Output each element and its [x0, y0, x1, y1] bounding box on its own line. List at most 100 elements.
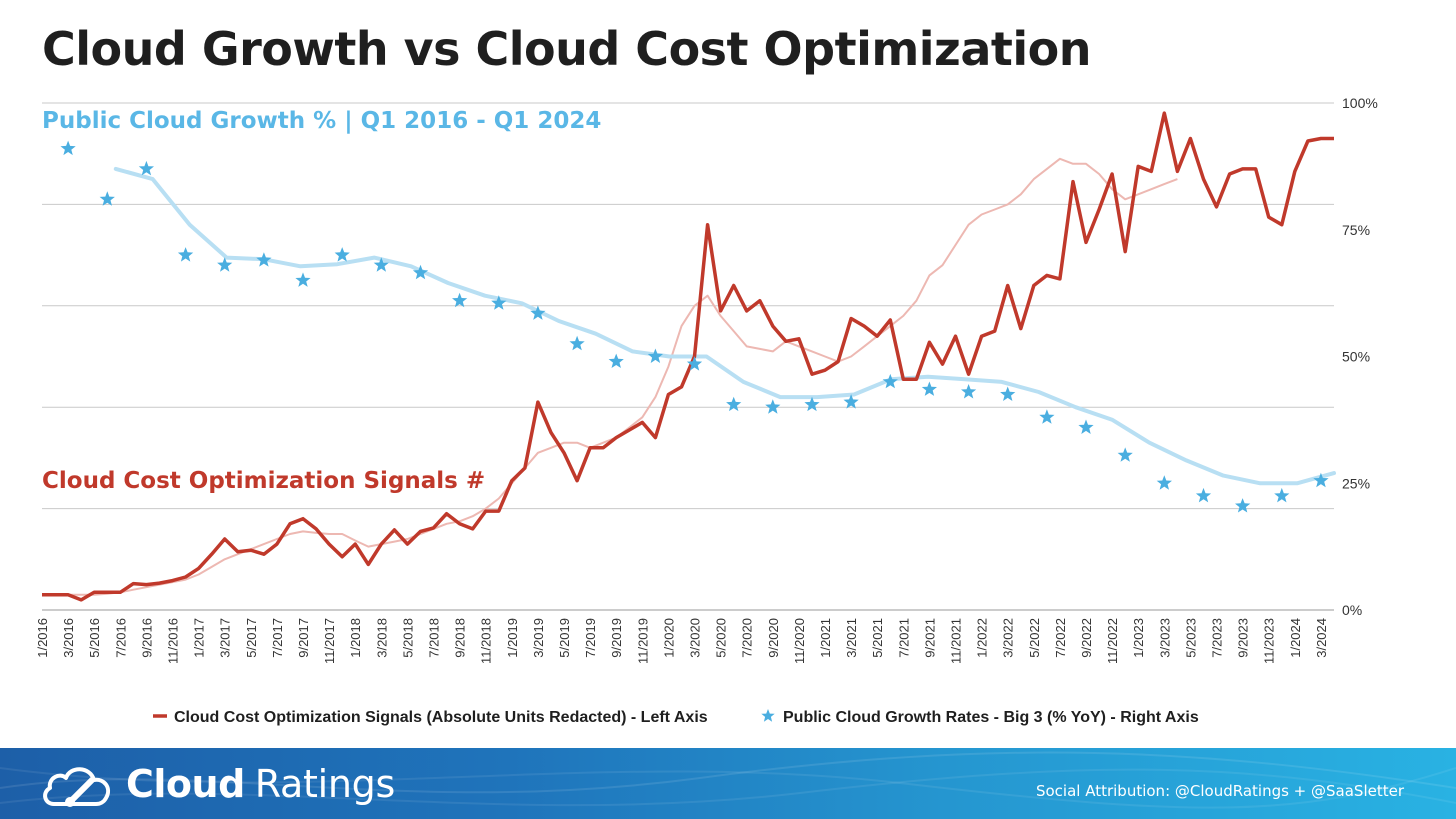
x-tick-label: 3/2024: [1314, 618, 1329, 658]
x-tick-label: 7/2018: [427, 618, 442, 658]
growth-star: [99, 191, 115, 206]
signals-series: [42, 111, 1334, 602]
x-tick-label: 11/2018: [479, 618, 494, 664]
growth-star: [882, 373, 898, 389]
x-tick-label: 5/2017: [244, 618, 259, 658]
x-tick-label: 1/2024: [1288, 618, 1303, 658]
y-tick-label: 25%: [1342, 475, 1370, 491]
growth-star: [569, 335, 585, 351]
signals-series-label: Cloud Cost Optimization Signals #: [42, 468, 485, 494]
x-tick-label: 9/2017: [296, 618, 311, 658]
growth-star: [1039, 409, 1055, 424]
x-tick-label: 5/2016: [87, 618, 102, 658]
growth-star: [334, 247, 350, 262]
legend: Cloud Cost Optimization Signals (Absolut…: [153, 709, 1199, 726]
x-tick-label: 11/2021: [949, 618, 964, 664]
signals-trend-line: [42, 157, 1178, 596]
x-tick-label: 7/2023: [1210, 618, 1225, 658]
growth-star: [412, 264, 429, 280]
growth-star: [1156, 475, 1172, 490]
x-tick-label: 9/2019: [609, 618, 624, 658]
x-tick-label: 3/2016: [61, 618, 76, 658]
growth-star: [177, 247, 194, 262]
x-tick-label: 5/2018: [400, 618, 415, 658]
x-tick-label: 5/2020: [714, 618, 729, 658]
growth-star: [843, 394, 859, 409]
brand-name-strong: Cloud: [126, 762, 245, 806]
x-tick-label: 7/2022: [1053, 618, 1068, 658]
x-tick-label: 9/2022: [1079, 618, 1094, 658]
growth-star: [726, 396, 742, 412]
y-tick-label: 75%: [1342, 222, 1370, 238]
growth-star: [256, 252, 272, 267]
x-tick-label: 7/2019: [583, 618, 598, 658]
growth-star: [804, 396, 820, 412]
growth-star: [686, 356, 703, 371]
growth-star: [452, 292, 468, 308]
x-tick-label: 7/2020: [740, 618, 755, 658]
x-tick-label: 1/2022: [975, 618, 990, 658]
x-tick-label: 11/2016: [166, 618, 181, 664]
combo-chart: 0% 25% 50% 75% 100% 1/2016 3/2016 5/2016 7/2016…: [35, 95, 1378, 726]
x-tick-label: 1/2021: [818, 618, 833, 658]
growth-star: [608, 353, 624, 368]
x-tick-label: 11/2019: [635, 618, 650, 664]
x-tick-label: 3/2021: [844, 618, 859, 658]
x-tick-label: 3/2017: [218, 618, 233, 658]
growth-star: [921, 381, 937, 396]
growth-star: [1000, 386, 1016, 401]
x-tick-label: 7/2016: [113, 618, 128, 658]
legend-label-signals: Cloud Cost Optimization Signals (Absolut…: [174, 709, 708, 726]
y-tick-label: 50%: [1342, 349, 1370, 365]
x-tick-label: 9/2016: [139, 618, 154, 658]
growth-star: [1117, 447, 1133, 462]
growth-star: [1078, 419, 1094, 434]
growth-star: [647, 348, 663, 363]
growth-star: [1313, 472, 1329, 488]
x-tick-label: 11/2022: [1105, 618, 1120, 664]
legend-label-growth: Public Cloud Growth Rates - Big 3 (% YoY…: [783, 709, 1199, 726]
brand-logo: Cloud Ratings: [40, 756, 395, 812]
growth-star: [1195, 487, 1212, 503]
x-tick-label: 3/2019: [531, 618, 546, 658]
x-tick-label: 7/2017: [270, 618, 285, 658]
y-tick-label: 0%: [1342, 602, 1362, 618]
x-tick-label: 1/2020: [661, 618, 676, 658]
x-tick-label: 1/2016: [35, 618, 50, 658]
x-tick-label: 1/2018: [348, 618, 363, 658]
growth-series-label: Public Cloud Growth % | Q1 2016 - Q1 202…: [42, 108, 601, 134]
x-tick-label: 1/2019: [505, 618, 520, 658]
x-tick-label: 9/2020: [766, 618, 781, 658]
footer-banner: Cloud Ratings Social Attribution: @Cloud…: [0, 748, 1456, 819]
x-tick-label: 11/2023: [1262, 618, 1277, 664]
x-tick-label: 11/2020: [792, 618, 807, 664]
x-tick-label: 1/2023: [1131, 618, 1146, 658]
trend-lines: [42, 157, 1336, 596]
brand-name-light: Ratings: [254, 762, 396, 806]
x-tick-label: 3/2022: [1001, 618, 1016, 658]
growth-star: [1274, 487, 1290, 503]
growth-series-points: [60, 140, 1329, 513]
x-tick-label: 9/2018: [453, 618, 468, 658]
x-tick-label: 5/2021: [870, 618, 885, 658]
y-tick-label: 100%: [1342, 95, 1378, 111]
growth-star: [961, 384, 977, 399]
growth-star: [491, 295, 507, 310]
growth-trend-line: [113, 166, 1336, 486]
x-tick-label: 9/2023: [1236, 618, 1251, 658]
growth-star: [1235, 498, 1251, 513]
growth-star: [530, 305, 546, 320]
growth-star: [138, 160, 154, 176]
x-tick-label: 3/2018: [374, 618, 389, 658]
growth-star: [60, 140, 76, 156]
growth-star: [765, 399, 781, 414]
growth-star: [217, 257, 233, 272]
x-tick-label: 7/2021: [896, 618, 911, 658]
x-tick-label: 5/2019: [557, 618, 572, 658]
x-tick-label: 5/2022: [1027, 618, 1042, 658]
cloud-gauge-icon: [43, 767, 111, 807]
x-tick-label: 9/2021: [922, 618, 937, 658]
gridlines: [42, 102, 1334, 611]
series-labels: Public Cloud Growth % | Q1 2016 - Q1 202…: [42, 108, 601, 494]
legend-star-marker: [761, 709, 775, 722]
